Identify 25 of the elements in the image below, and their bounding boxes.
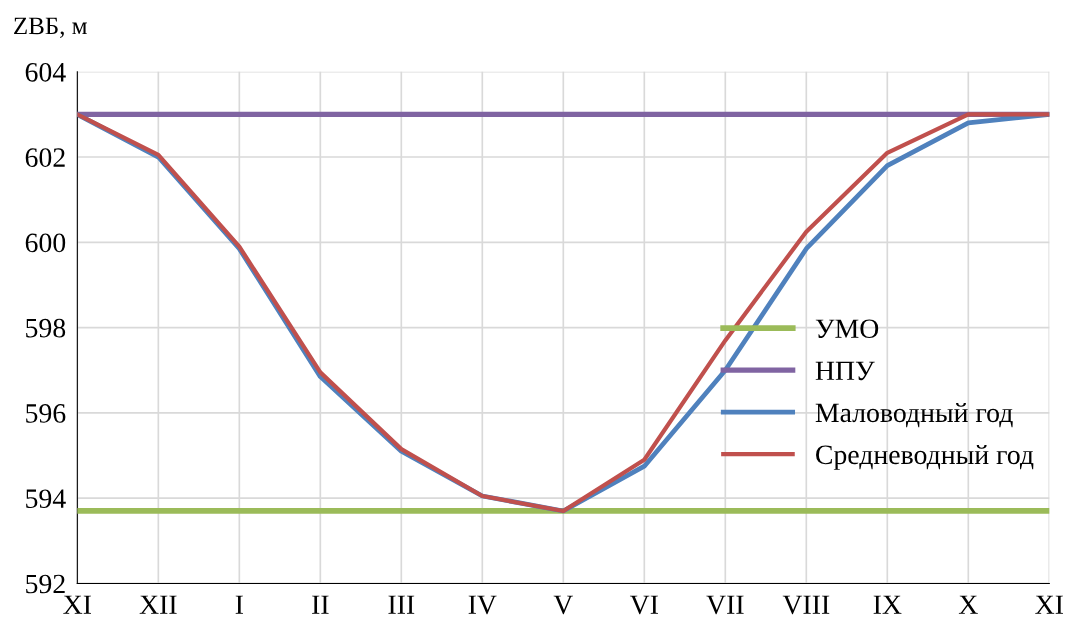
x-tick-label: V bbox=[553, 595, 574, 615]
y-axis-title: ZВБ, м bbox=[14, 17, 87, 38]
y-tick-label: 600 bbox=[25, 233, 66, 253]
legend-label: УМО bbox=[815, 319, 879, 339]
x-tick-label: VI bbox=[629, 595, 658, 615]
x-tick-label: VII bbox=[706, 595, 744, 615]
x-tick-label: III bbox=[388, 595, 415, 614]
y-tick-label: 596 bbox=[26, 404, 66, 423]
y-tick-label: 598 bbox=[26, 318, 66, 338]
x-tick-label: XI bbox=[1035, 595, 1063, 614]
x-tick-label: XII bbox=[139, 595, 177, 614]
y-tick-label: 604 bbox=[25, 62, 66, 82]
y-tick-label: 602 bbox=[25, 148, 65, 167]
legend-label: НПУ bbox=[815, 361, 875, 381]
x-tick-label: IX bbox=[873, 595, 902, 614]
legend-label: Средневодный год bbox=[816, 444, 1034, 470]
x-tick-label: I bbox=[235, 595, 243, 614]
y-tick-label: 594 bbox=[26, 489, 66, 509]
x-tick-label: II bbox=[312, 595, 329, 614]
x-tick-label: VIII bbox=[782, 595, 830, 615]
legend-label: Маловодный год bbox=[815, 402, 1013, 428]
x-tick-label: XI bbox=[63, 595, 92, 614]
y-tick-label: 592 bbox=[26, 574, 65, 594]
x-tick-label: X bbox=[958, 595, 978, 614]
x-tick-label: IV bbox=[468, 595, 497, 615]
